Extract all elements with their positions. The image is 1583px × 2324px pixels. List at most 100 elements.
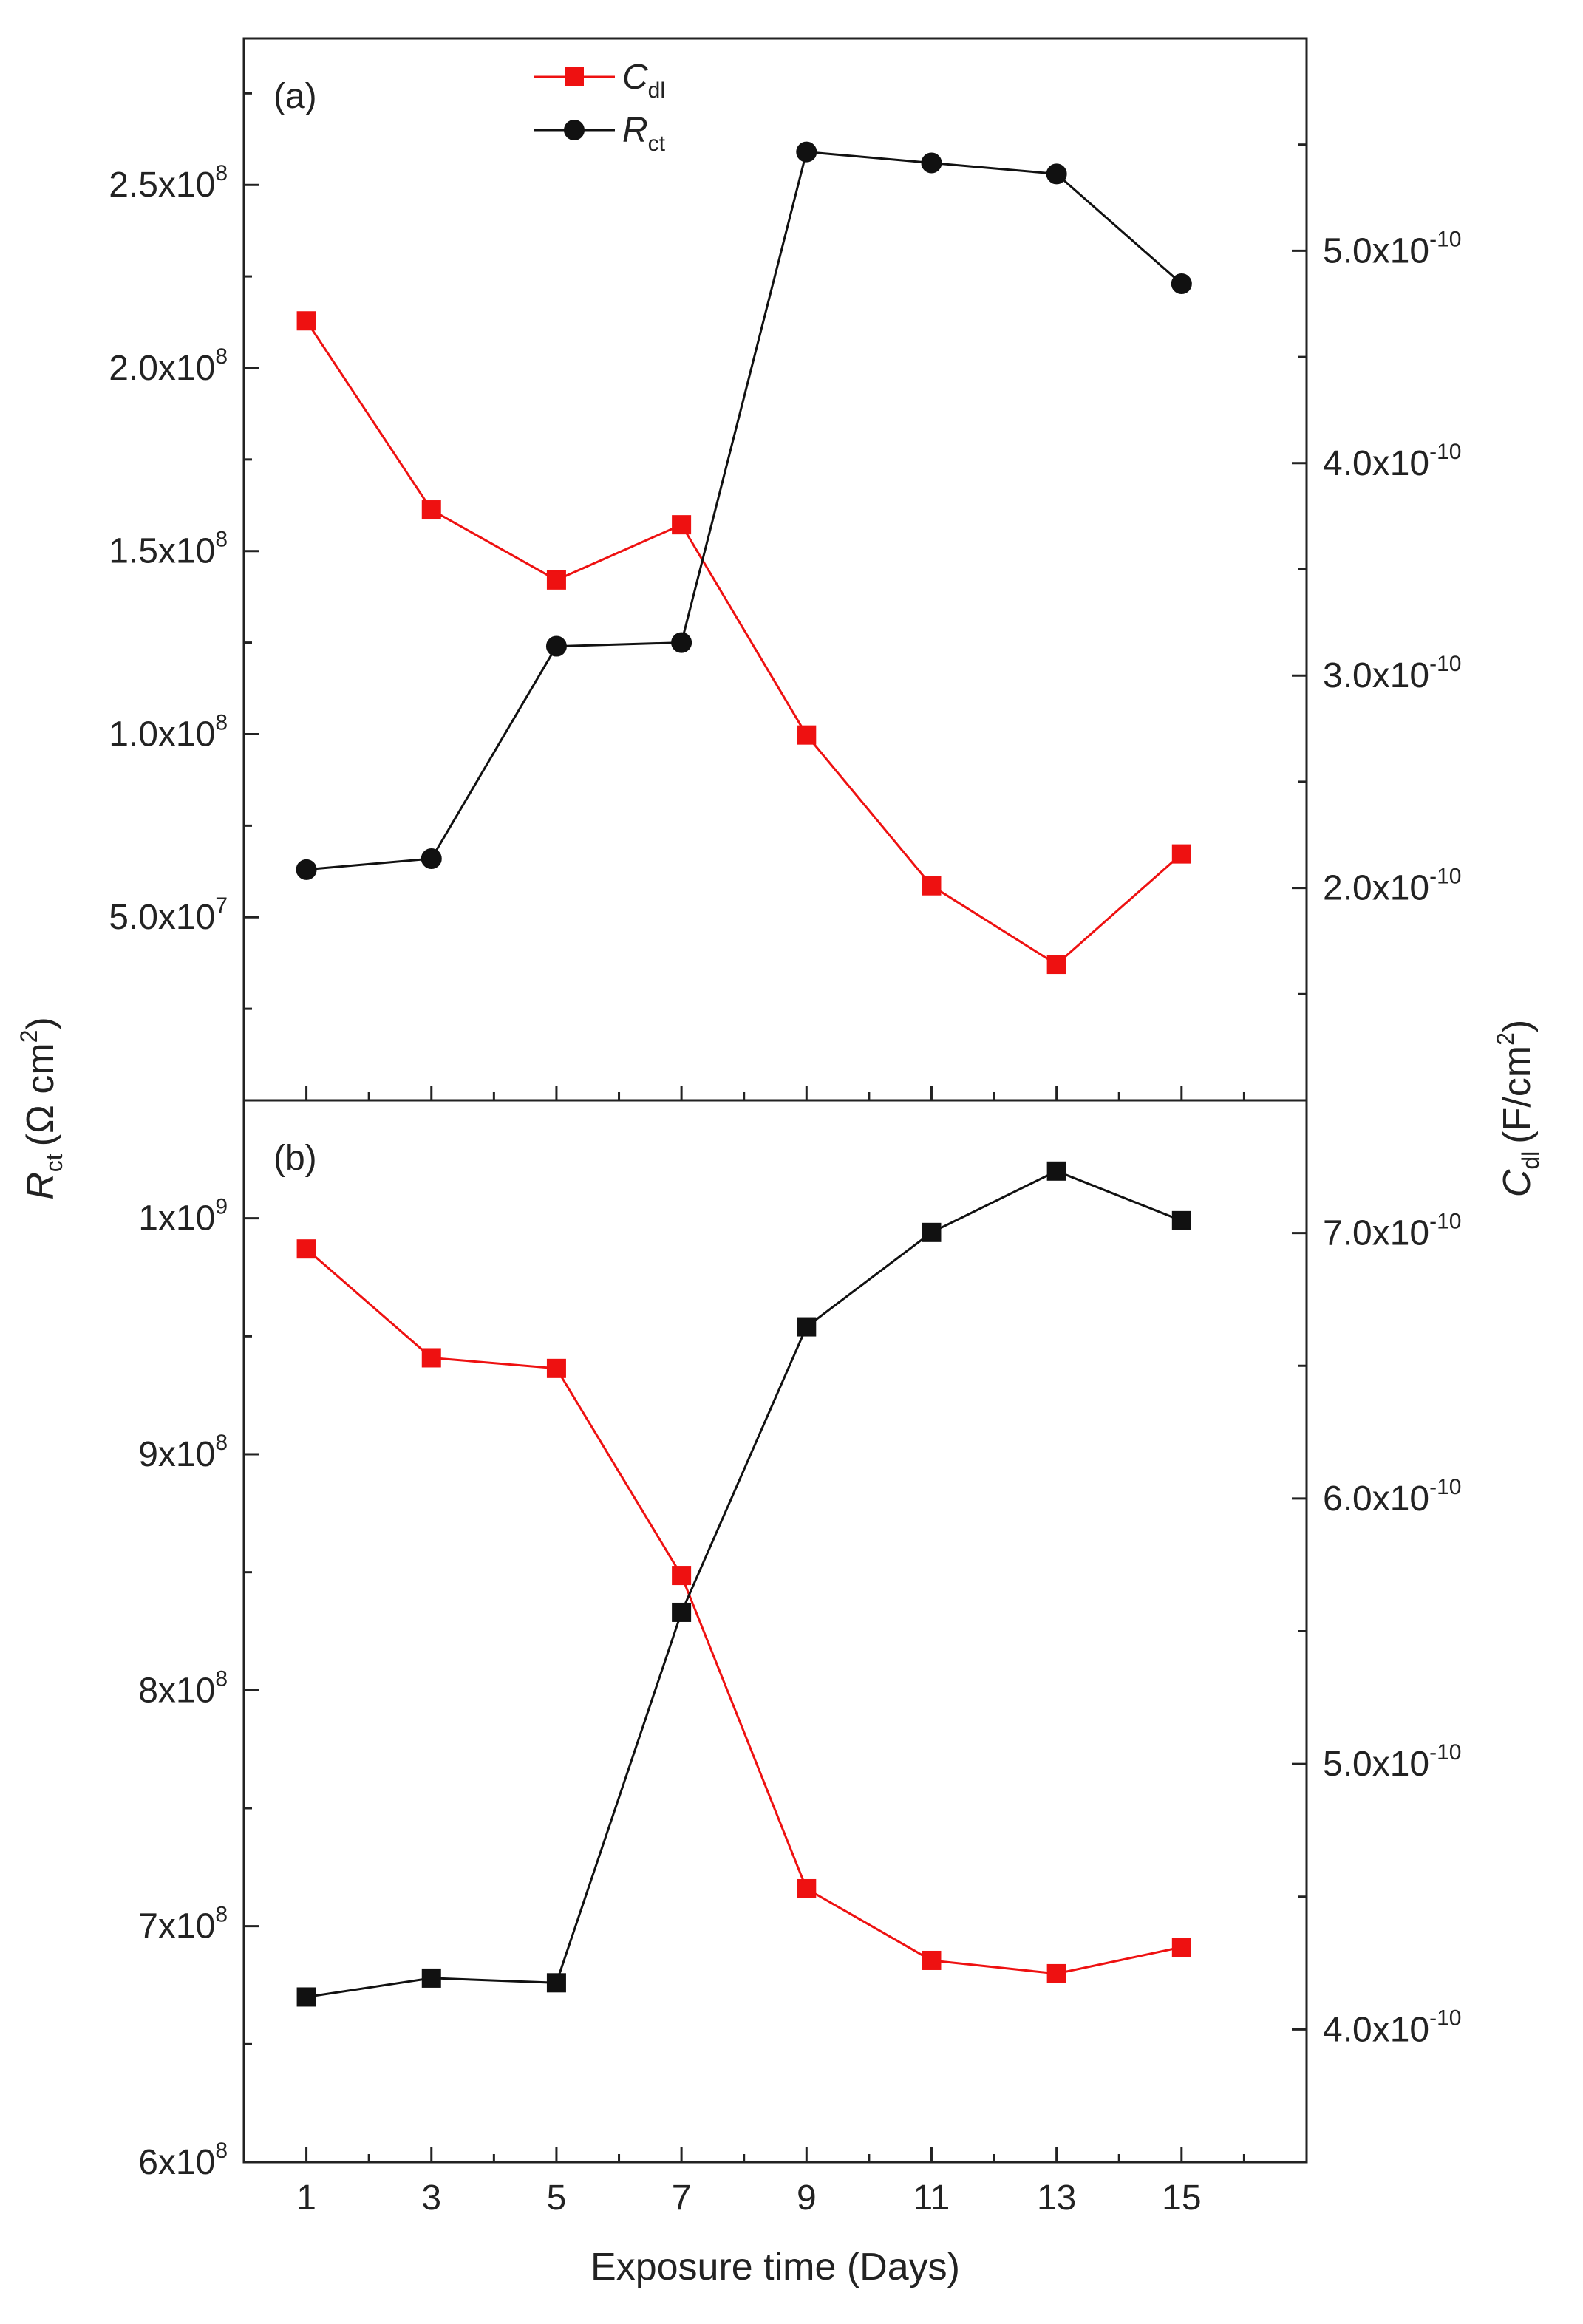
legend-subscript: ct xyxy=(648,132,666,156)
x-tick-label: 3 xyxy=(421,2178,441,2218)
left-axis-symbol: R xyxy=(19,1172,62,1200)
right-axis-unit-sup: 2 xyxy=(1492,1032,1519,1046)
left-tick-label: 1.5x108 xyxy=(109,528,228,571)
x-axis: 1 3 5 7 9 11 13 15 xyxy=(296,2178,1201,2218)
rct-point xyxy=(797,1317,817,1337)
x-tick-label: 13 xyxy=(1037,2178,1076,2218)
right-axis-symbol: C xyxy=(1496,1169,1539,1197)
cdl-point xyxy=(672,515,692,535)
rct-point xyxy=(1171,273,1192,294)
cdl-point xyxy=(797,1878,817,1898)
rct-point xyxy=(922,1222,942,1242)
plot-frame xyxy=(242,37,1308,1102)
left-tick-label-exponent: 8 xyxy=(215,2139,228,2163)
right-tick-label-mantissa: 2.0x10 xyxy=(1323,869,1429,908)
left-tick-label-exponent: 8 xyxy=(215,1666,228,1691)
left-tick-label-mantissa: 2.0x10 xyxy=(109,349,215,388)
left-axis-title: Rct (Ω cm2) xyxy=(16,1017,67,1200)
series-rct xyxy=(296,141,1192,880)
left-tick-label-mantissa: 1.0x10 xyxy=(109,715,215,754)
x-tick-label: 11 xyxy=(913,2178,950,2218)
left-tick-label: 2.5x108 xyxy=(109,161,228,205)
cdl-point xyxy=(296,1239,316,1259)
cdl-point xyxy=(922,1950,942,1970)
cdl-point xyxy=(797,725,817,745)
cdl-point xyxy=(546,570,566,590)
cdl-point xyxy=(1171,1938,1191,1957)
series-cdl xyxy=(296,1239,1191,1983)
left-tick-label-exponent: 8 xyxy=(215,344,228,369)
series-cdl xyxy=(296,311,1191,975)
rct-point xyxy=(672,1602,692,1622)
left-tick-label-mantissa: 7x10 xyxy=(138,1907,215,1946)
rct-point xyxy=(921,152,942,174)
right-tick-label-mantissa: 7.0x10 xyxy=(1323,1214,1429,1253)
legend-label: Cdl xyxy=(622,58,665,103)
left-tick-label: 9x108 xyxy=(138,1431,228,1474)
left-tick-label-exponent: 8 xyxy=(215,710,228,735)
left-tick-label-mantissa: 1x10 xyxy=(138,1199,215,1238)
panel-label: (a) xyxy=(273,77,317,116)
cdl-line xyxy=(305,1248,1182,1975)
left-axis-unit: (Ω cm xyxy=(19,1043,62,1146)
rct-point xyxy=(1171,1210,1191,1230)
rct-line xyxy=(306,150,1182,871)
right-tick-label: 4.0x10-10 xyxy=(1323,440,1461,483)
right-tick-label: 5.0x10-10 xyxy=(1323,227,1461,270)
right-tick-label-exponent: -10 xyxy=(1429,2006,1461,2030)
right-tick-label: 5.0x10-10 xyxy=(1323,1740,1461,1784)
left-tick-label-exponent: 9 xyxy=(215,1195,228,1219)
right-tick-label: 6.0x10-10 xyxy=(1323,1475,1461,1519)
right-axis-unit: (F/cm xyxy=(1496,1046,1539,1144)
left-tick-label: 1x109 xyxy=(138,1195,228,1238)
rct-point xyxy=(1046,1161,1066,1181)
right-tick-label: 4.0x10-10 xyxy=(1323,2006,1461,2049)
rct-point xyxy=(671,632,692,653)
panel-a: 5.0x1071.0x1081.5x1082.0x1082.5x1082.0x1… xyxy=(109,37,1461,1102)
panels-layer: 5.0x1071.0x1081.5x1082.0x1082.5x1082.0x1… xyxy=(109,37,1461,2182)
x-tick-label: 15 xyxy=(1162,2178,1201,2218)
legend-marker xyxy=(565,67,584,86)
cdl-point xyxy=(672,1566,692,1586)
legend: Cdl Rct xyxy=(534,58,666,156)
left-axis-unit-sup: 2 xyxy=(16,1030,42,1043)
left-tick-label-exponent: 8 xyxy=(215,161,228,185)
legend-entry-cdl: Cdl xyxy=(534,58,665,103)
left-tick-label-mantissa: 6x10 xyxy=(138,2143,215,2182)
rct-point xyxy=(296,859,317,880)
right-tick-label-exponent: -10 xyxy=(1429,440,1461,464)
cdl-point xyxy=(546,1358,566,1378)
x-tick-label: 9 xyxy=(797,2178,817,2218)
cdl-line xyxy=(305,320,1182,966)
legend-subscript: dl xyxy=(648,78,665,103)
rct-point xyxy=(296,1987,316,2007)
left-tick-label-exponent: 8 xyxy=(215,528,228,552)
cdl-point xyxy=(1046,955,1066,975)
cdl-point xyxy=(421,1348,441,1368)
right-axis-unit-close: ) xyxy=(1496,1020,1539,1032)
left-tick-label-exponent: 7 xyxy=(215,893,228,918)
right-tick-label-exponent: -10 xyxy=(1429,227,1461,251)
right-tick-label-exponent: -10 xyxy=(1429,1210,1461,1234)
left-tick-label: 6x108 xyxy=(138,2139,228,2182)
x-tick-label: 7 xyxy=(672,2178,692,2218)
right-tick-label: 3.0x10-10 xyxy=(1323,652,1461,695)
series-rct xyxy=(296,1161,1191,2007)
left-tick-label-mantissa: 5.0x10 xyxy=(109,898,215,937)
legend-marker xyxy=(564,120,585,140)
right-tick-label-mantissa: 5.0x10 xyxy=(1323,231,1429,270)
left-tick-label: 5.0x107 xyxy=(109,893,228,937)
rct-point xyxy=(421,1968,441,1988)
left-tick-label: 7x108 xyxy=(138,1903,228,1946)
rct-point xyxy=(545,635,567,657)
cdl-point xyxy=(922,876,942,896)
legend-entry-rct: Rct xyxy=(534,111,666,156)
left-tick-label: 2.0x108 xyxy=(109,344,228,388)
legend-symbol: R xyxy=(622,111,648,150)
right-tick-label: 7.0x10-10 xyxy=(1323,1210,1461,1253)
left-tick-label: 1.0x108 xyxy=(109,710,228,754)
rct-point xyxy=(1046,163,1067,185)
right-tick-label-mantissa: 4.0x10 xyxy=(1323,2010,1429,2049)
right-tick-label-exponent: -10 xyxy=(1429,865,1461,889)
